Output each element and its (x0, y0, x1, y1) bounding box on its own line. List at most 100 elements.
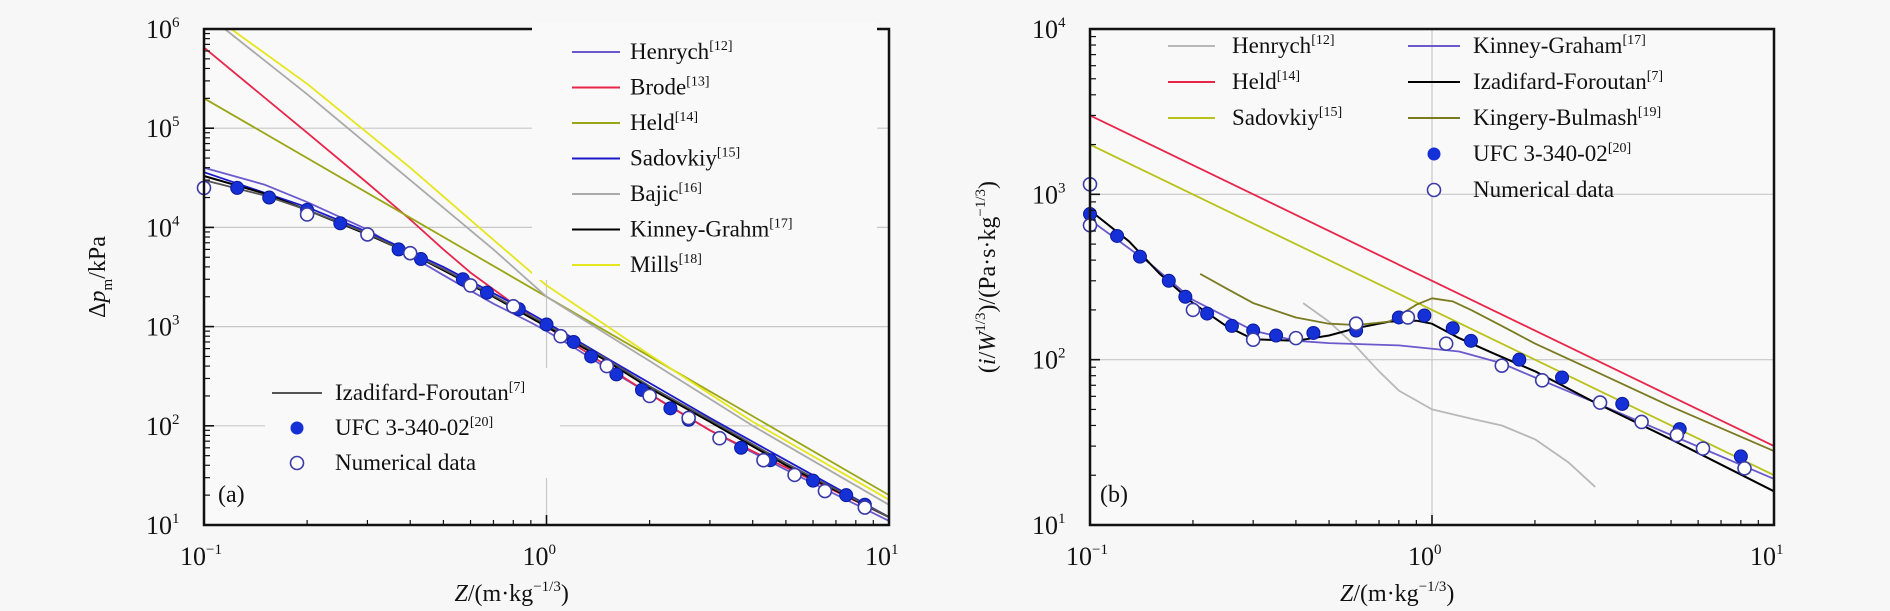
y-tick-label: 103 (1032, 180, 1066, 209)
legend-label: Sadovkiy[15] (630, 146, 740, 171)
text-part: W (975, 330, 1001, 352)
text-part: Numerical data (335, 450, 476, 475)
legend-label: Henrych[12] (1232, 33, 1335, 58)
legend-item: Mills[18] (572, 252, 702, 277)
text-part: 0 (1434, 542, 1442, 558)
text-part: Δ (85, 302, 111, 317)
legend-top-right: Henrych[12] Brode[13] Held[14] Sadovkiy[15]… (532, 22, 877, 280)
text-part: [7] (509, 380, 525, 395)
legend-top: Henrych[12] Held[14] Sadovkiy[15] Kinney-Gr… (1168, 33, 1663, 202)
data-point-numerical (1348, 316, 1364, 332)
y-tick-label: 103 (146, 313, 180, 342)
x-tick-label: 10−1 (180, 542, 222, 571)
x-tick-label: 101 (865, 542, 899, 571)
legend-label: Henrych[12] (630, 39, 733, 64)
legend-label: Mills[18] (630, 252, 702, 277)
text-part: −1 (1092, 542, 1108, 558)
text-part: 10 (180, 542, 206, 571)
text-part: −1/3 (973, 189, 989, 217)
text-part: m (100, 278, 116, 290)
legend-label: Kingery-Bulmash[19] (1473, 105, 1661, 130)
text-part: )/(Pa·s·kg (975, 217, 1001, 313)
text-part: [16] (679, 181, 702, 196)
data-point-numerical (787, 467, 802, 483)
legend-item: Kingery-Bulmash[19] (1408, 105, 1661, 130)
legend-item: Held[14] (1168, 69, 1300, 94)
data-point-numerical (712, 430, 727, 446)
data-point-ufc (1178, 289, 1193, 304)
legend-label: Brode[13] (630, 75, 710, 100)
text-part: [20] (1608, 141, 1631, 156)
data-point-ufc (1733, 449, 1748, 464)
legend-label: UFC 3-340-02[20] (335, 415, 493, 440)
data-point-ufc (479, 285, 494, 300)
text-part: p (85, 290, 111, 304)
text-part: Sadovkiy (1232, 105, 1319, 130)
x-tick-label: 10−1 (1066, 542, 1108, 571)
text-part: Held (1232, 69, 1277, 94)
x-axis-title: Z/(m·kg−1/3) (455, 579, 569, 607)
text-part: −1/3 (1419, 579, 1447, 595)
text-part: 10 (1032, 511, 1058, 540)
text-part: 4 (1058, 15, 1066, 31)
legend-label: Numerical data (335, 450, 476, 475)
legend-item: Numerical data (289, 450, 476, 475)
data-point-numerical (1400, 310, 1416, 325)
data-point-numerical (1288, 330, 1304, 346)
legend-item: Henrych[12] (1168, 33, 1335, 58)
data-point-ufc (609, 367, 624, 382)
text-part: Mills (630, 252, 679, 277)
y-tick-label: 104 (1032, 15, 1066, 44)
text-part: 10 (865, 542, 891, 571)
text-part: 10 (1032, 180, 1058, 209)
text-part: Held (630, 110, 675, 135)
text-part: 10 (1750, 542, 1776, 571)
text-part: 10 (1408, 542, 1434, 571)
data-point-ufc (1555, 370, 1570, 385)
legend-bottom-left: Izadifard-Foroutan[7] UFC 3-340-02[20] Num… (265, 368, 560, 478)
y-tick-label: 101 (1032, 511, 1066, 540)
text-part: /kPa (85, 236, 111, 279)
text-part: Kinney-Graham (1473, 33, 1623, 58)
text-part: [12] (1311, 33, 1334, 48)
text-part: 10 (1032, 15, 1058, 44)
text-part: 1 (1058, 511, 1066, 527)
text-part: 0 (549, 542, 557, 558)
text-part: [7] (1647, 69, 1663, 84)
legend-item: Sadovkiy[15] (572, 146, 740, 171)
legend-item: Izadifard-Foroutan[7] (272, 380, 525, 405)
data-point-numerical (360, 227, 375, 242)
data-point-ufc (584, 349, 599, 364)
text-part: ) (561, 581, 569, 607)
panel-label: (b) (1100, 482, 1128, 508)
legend-item: Held[14] (572, 110, 698, 135)
data-point-ufc (1224, 318, 1239, 333)
legend-marker-open (289, 455, 305, 471)
data-point-numerical (1737, 461, 1752, 476)
series-line-mills (230, 28, 890, 501)
y-tick-label: 105 (146, 114, 180, 143)
data-point-numerical (1669, 427, 1685, 443)
text-part: [14] (675, 110, 698, 125)
text-part: Izadifard-Foroutan (1473, 69, 1647, 94)
legend-item: Kinney-Grahm[17] (572, 217, 793, 242)
data-point-ufc (566, 334, 581, 349)
legend-item: Henrych[12] (572, 39, 733, 64)
text-part: 10 (523, 542, 549, 571)
text-part: /(m·kg (1353, 581, 1418, 607)
text-part: [15] (1319, 105, 1342, 120)
data-point-ufc (262, 190, 277, 205)
series-line-henrych (1302, 302, 1596, 488)
text-part: /(m·kg (468, 581, 533, 607)
data-point-numerical (1185, 302, 1201, 318)
data-point-numerical (299, 207, 315, 222)
text-part: i (975, 358, 1001, 365)
text-part: [17] (1622, 33, 1645, 48)
text-part: Z (1340, 581, 1354, 607)
legend-background (532, 22, 877, 280)
legend-item: Kinney-Graham[17] (1408, 33, 1646, 58)
data-point-numerical (1592, 395, 1608, 410)
legend-label: Sadovkiy[15] (1232, 105, 1342, 130)
y-axis-title: Δpm/kPa (85, 236, 116, 318)
text-part: / (975, 351, 1001, 358)
